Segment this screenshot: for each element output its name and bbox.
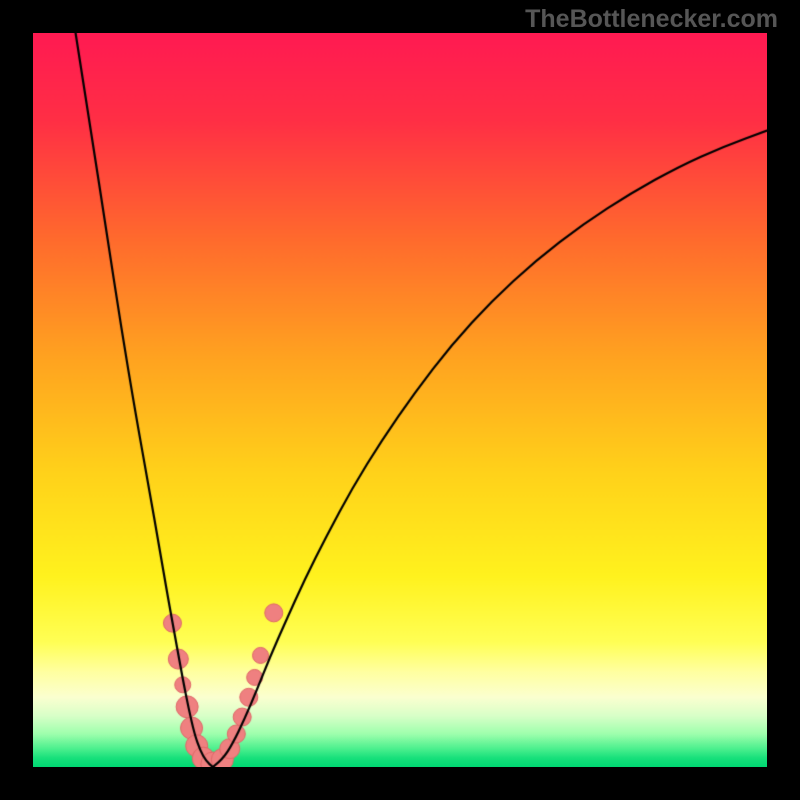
plot-area [33, 33, 767, 767]
chart-canvas [33, 33, 767, 767]
figure-root: TheBottlenecker.com [0, 0, 800, 800]
watermark-label: TheBottlenecker.com [525, 5, 778, 34]
